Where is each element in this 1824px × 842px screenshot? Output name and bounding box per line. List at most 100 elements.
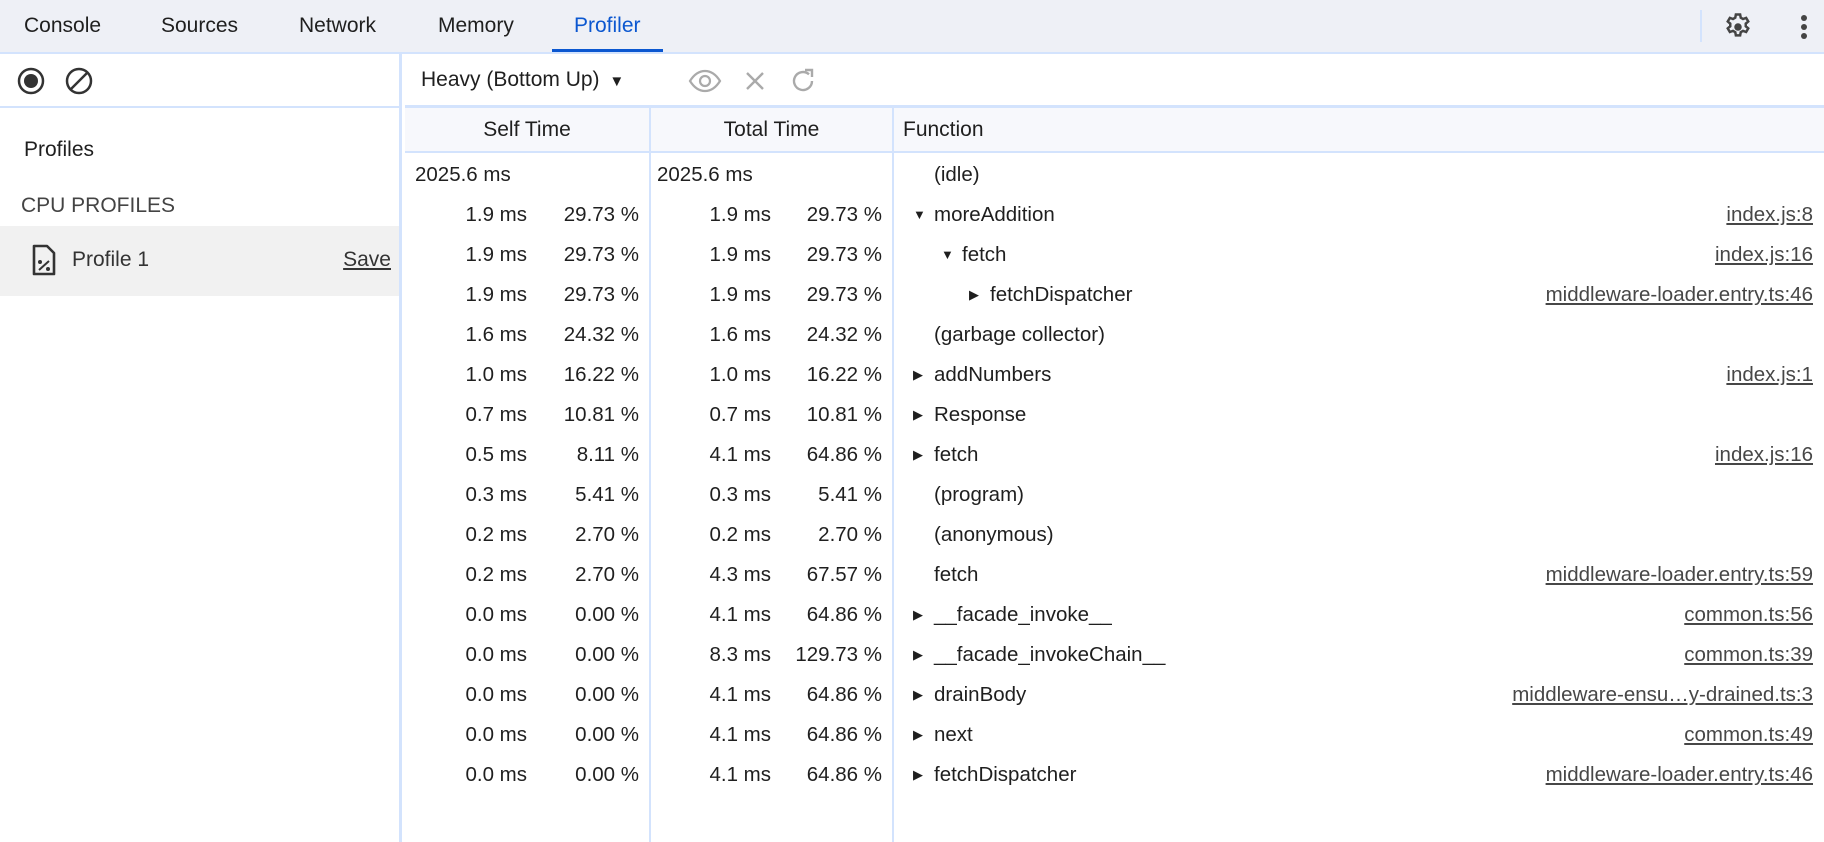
total-time-ms: 4.3 ms [709,563,771,586]
header-function[interactable]: Function [903,118,984,141]
collapsed-triangle-icon[interactable]: ▶ [913,647,923,662]
total-time-ms: 4.1 ms [709,443,771,466]
function-name: next [934,723,973,746]
gear-icon[interactable] [1720,9,1756,45]
source-link[interactable]: middleware-loader.entry.ts:59 [1545,563,1813,586]
source-link[interactable]: middleware-ensu…y-drained.ts:3 [1512,683,1813,706]
tab-network[interactable]: Network [299,14,377,37]
expanded-triangle-icon[interactable]: ▼ [941,247,954,262]
profile-item[interactable]: Profile 1 Save [0,226,399,296]
source-link[interactable]: middleware-loader.entry.ts:46 [1545,283,1813,306]
total-time-ms: 1.6 ms [709,323,771,346]
total-time-percent: 29.73 % [806,203,882,226]
function-name: fetchDispatcher [934,763,1077,786]
total-time-percent: 10.81 % [806,403,882,426]
collapsed-triangle-icon[interactable]: ▶ [913,367,923,382]
collapsed-triangle-icon[interactable]: ▶ [913,767,923,782]
total-time-ms: 4.1 ms [709,603,771,626]
function-name: (garbage collector) [934,323,1105,346]
expanded-triangle-icon[interactable]: ▼ [913,207,926,222]
total-time-percent: 64.86 % [806,723,882,746]
self-time-ms: 1.9 ms [465,203,527,226]
collapsed-triangle-icon[interactable]: ▶ [969,287,979,302]
restore-refresh-icon[interactable] [787,65,819,97]
source-link[interactable]: middleware-loader.entry.ts:46 [1545,763,1813,786]
collapsed-triangle-icon[interactable]: ▶ [913,607,923,622]
view-mode-value: Heavy (Bottom Up) [421,68,600,91]
total-time-ms: 1.9 ms [709,203,771,226]
more-options-icon[interactable] [1796,9,1812,45]
exclude-close-icon[interactable] [741,67,769,95]
total-time-percent: 2.70 % [818,523,882,546]
column-divider [649,108,651,842]
table-row[interactable]: 0.0 ms 0.00 % 4.1 ms 64.86 % ▶ drainBody middl… [405,675,1824,715]
self-time-ms: 0.2 ms [465,563,527,586]
header-total-time[interactable]: Total Time [723,118,820,141]
collapsed-triangle-icon[interactable]: ▶ [913,447,923,462]
total-time-ms: 1.9 ms [709,243,771,266]
self-time-ms: 0.0 ms [465,683,527,706]
source-link[interactable]: common.ts:49 [1684,723,1813,746]
table-row[interactable]: 0.0 ms 0.00 % 4.1 ms 64.86 % ▶ __facade_invok… [405,595,1824,635]
collapsed-triangle-icon[interactable]: ▶ [913,687,923,702]
self-time-percent: 0.00 % [575,643,639,666]
source-link[interactable]: index.js:8 [1726,203,1813,226]
source-link[interactable]: common.ts:39 [1684,643,1813,666]
function-name: drainBody [934,683,1027,706]
table-row[interactable]: 0.7 ms 10.81 % 0.7 ms 10.81 % ▶ Response [405,395,1824,435]
table-row[interactable]: 1.9 ms 29.73 % 1.9 ms 29.73 % ▶ fetchDispatch… [405,275,1824,315]
tab-console[interactable]: Console [24,14,102,37]
total-time-ms: 0.2 ms [709,523,771,546]
table-row[interactable]: 0.0 ms 0.00 % 4.1 ms 64.86 % ▶ fetchDispatche… [405,755,1824,795]
tab-profiler[interactable]: Profiler [552,0,663,52]
table-row[interactable]: 0.5 ms 8.11 % 4.1 ms 64.86 % ▶ fetch index.js:… [405,435,1824,475]
total-time-ms: 4.1 ms [709,723,771,746]
function-name: (program) [934,483,1024,506]
table-row[interactable]: 0.2 ms 2.70 % 4.3 ms 67.57 % fetch middleware… [405,555,1824,595]
tab-memory[interactable]: Memory [438,14,514,37]
table-row[interactable]: 0.0 ms 0.00 % 8.3 ms 129.73 % ▶ __facade_invo… [405,635,1824,675]
panel-tab-bar: Console Sources Network Memory Profiler [0,0,1824,54]
self-time-ms: 0.0 ms [465,643,527,666]
profiles-heading: Profiles [24,138,95,161]
source-link[interactable]: index.js:16 [1714,443,1813,466]
self-time-ms: 0.0 ms [465,763,527,786]
table-row[interactable]: 1.0 ms 16.22 % 1.0 ms 16.22 % ▶ addNumbers ind… [405,355,1824,395]
self-time-ms: 2025.6 ms [415,163,511,186]
table-row[interactable]: 0.2 ms 2.70 % 0.2 ms 2.70 % (anonymous) [405,515,1824,555]
column-divider [892,108,894,842]
table-row[interactable]: 1.9 ms 29.73 % 1.9 ms 29.73 % ▼ fetch index.js… [405,235,1824,275]
table-row[interactable]: 0.3 ms 5.41 % 0.3 ms 5.41 % (program) [405,475,1824,515]
source-link[interactable]: index.js:16 [1714,243,1813,266]
profile-file-icon [30,242,58,278]
total-time-ms: 0.3 ms [709,483,771,506]
divider [1700,10,1702,42]
record-icon[interactable] [16,66,46,96]
table-row[interactable]: 1.9 ms 29.73 % 1.9 ms 29.73 % ▼ moreAddition i… [405,195,1824,235]
total-time-percent: 29.73 % [806,283,882,306]
table-row[interactable]: 0.0 ms 0.00 % 4.1 ms 64.86 % ▶ next common.ts:… [405,715,1824,755]
source-link[interactable]: index.js:1 [1726,363,1813,386]
self-time-percent: 10.81 % [563,403,639,426]
total-time-percent: 24.32 % [806,323,882,346]
save-profile-link[interactable]: Save [343,248,391,271]
collapsed-triangle-icon[interactable]: ▶ [913,407,923,422]
collapsed-triangle-icon[interactable]: ▶ [913,727,923,742]
table-row[interactable]: 1.6 ms 24.32 % 1.6 ms 24.32 % (garbage colle… [405,315,1824,355]
focus-eye-icon[interactable] [687,65,723,97]
table-header: Self Time Total Time Function [405,108,1824,153]
tab-sources[interactable]: Sources [161,14,239,37]
cpu-profiles-section: CPU PROFILES [21,194,176,217]
total-time-ms: 2025.6 ms [657,163,753,186]
function-name: __facade_invokeChain__ [934,643,1166,666]
header-self-time[interactable]: Self Time [483,118,571,141]
total-time-percent: 64.86 % [806,683,882,706]
self-time-ms: 0.3 ms [465,483,527,506]
table-row[interactable]: 2025.6 ms 2025.6 ms (idle) [405,155,1824,195]
total-time-percent: 16.22 % [806,363,882,386]
source-link[interactable]: common.ts:56 [1684,603,1813,626]
self-time-percent: 0.00 % [575,723,639,746]
clear-icon[interactable] [64,66,94,96]
view-mode-select[interactable]: Heavy (Bottom Up) ▼ [421,54,624,106]
profile-data-grid: Self Time Total Time Function 2025.6 ms 2… [405,108,1824,842]
